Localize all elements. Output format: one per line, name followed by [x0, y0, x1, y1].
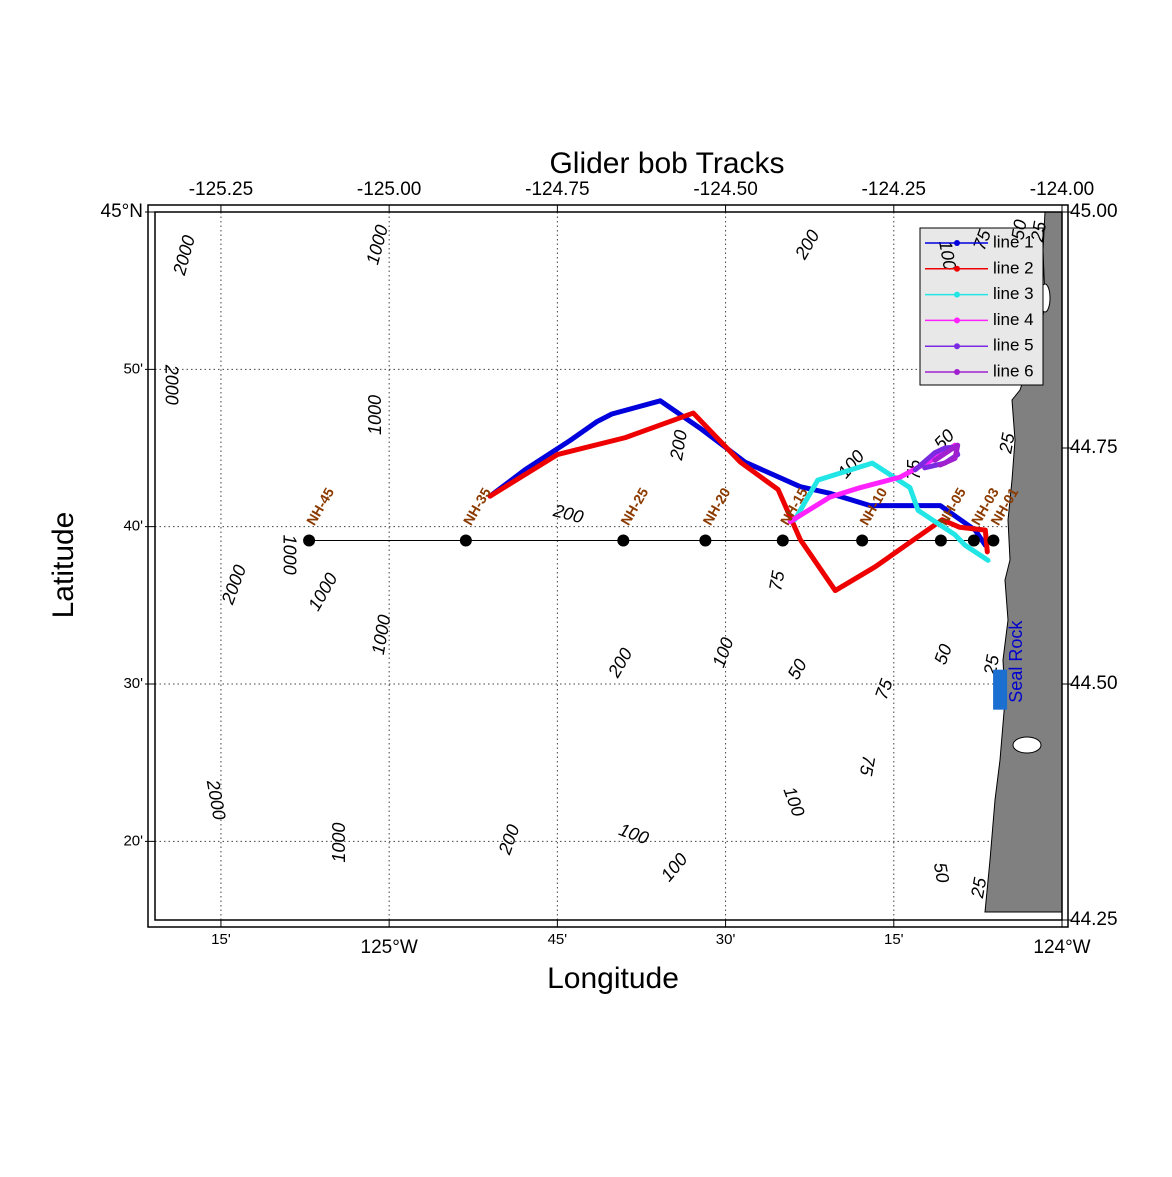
- legend-text: line 5: [993, 336, 1034, 355]
- legend-box: [919, 227, 1044, 386]
- landmark-marker: [993, 669, 1008, 710]
- x-tick-label-top: -124.25: [862, 179, 926, 200]
- frame-outer: [147, 204, 1069, 928]
- x-tick-label-bottom: 124°W: [1033, 937, 1090, 958]
- station-marker: [303, 534, 316, 547]
- x-tick-label-top: -124.50: [693, 179, 757, 200]
- x-tick-label-top: -124.75: [525, 179, 589, 200]
- contour-label: 75: [856, 754, 879, 778]
- legend-text: line 1: [993, 232, 1034, 251]
- contour-label: 2000: [162, 364, 182, 405]
- x-axis-label: Longitude: [547, 962, 679, 995]
- legend-text: line 3: [993, 284, 1034, 303]
- x-tick-label-bottom: 125°W: [361, 937, 418, 958]
- x-tick-label-top: -124.00: [1030, 179, 1094, 200]
- legend-text: line 4: [993, 310, 1034, 329]
- contour-label: 25: [1027, 219, 1051, 244]
- station-marker: [987, 534, 1000, 547]
- y-tick-label-right: 44.50: [1070, 673, 1118, 694]
- station-marker: [699, 534, 712, 547]
- glider-track: [932, 442, 961, 468]
- contour-label: 50: [930, 861, 953, 884]
- contour-label: 50: [1007, 218, 1030, 241]
- x-tick-label-bottom: 45': [548, 931, 568, 948]
- chart-title: Glider bob Tracks: [549, 147, 784, 180]
- glider-track: [487, 410, 990, 594]
- station-marker: [617, 534, 630, 547]
- y-tick-label-right: 44.25: [1070, 909, 1118, 930]
- y-tick-label-left: 45°N: [101, 201, 143, 222]
- station-marker: [967, 534, 980, 547]
- legend-dot: [954, 317, 960, 324]
- inlet: [1012, 736, 1042, 754]
- legend-dot: [954, 343, 960, 350]
- x-tick-label-top: -125.00: [357, 179, 421, 200]
- contour-label: 25: [967, 875, 991, 900]
- legend-dot: [954, 291, 960, 298]
- legend-dot: [954, 369, 960, 375]
- y-tick-label-right: 44.75: [1070, 437, 1118, 458]
- contour-label: 1000: [329, 823, 349, 863]
- station-marker: [856, 534, 869, 547]
- landmark-label: Seal Rock: [1006, 620, 1026, 703]
- x-tick-label-top: -125.25: [189, 179, 253, 200]
- legend-dot: [954, 240, 960, 246]
- y-axis-label: Latitude: [47, 512, 80, 619]
- station-marker: [776, 534, 789, 547]
- contour-label: 75: [765, 568, 788, 592]
- x-tick-label-bottom: 15': [211, 931, 231, 948]
- y-tick-label-right: 45.00: [1070, 201, 1118, 222]
- station-marker: [934, 534, 947, 547]
- station-marker: [459, 534, 472, 547]
- legend-dot: [954, 265, 960, 272]
- x-tick-label-bottom: 15': [884, 931, 904, 948]
- frame-inner: [154, 211, 1063, 921]
- glider-track: [792, 460, 991, 563]
- contour-label: 25: [995, 430, 1019, 455]
- contour-label: 1000: [365, 395, 385, 435]
- x-tick-label-bottom: 30': [716, 931, 736, 948]
- legend-text: line 6: [993, 361, 1034, 380]
- y-tick-label-left: 20': [123, 832, 143, 849]
- y-tick-label-left: 30': [123, 675, 143, 692]
- contour-label: 1000: [279, 535, 299, 575]
- y-tick-label-left: 50': [123, 360, 143, 377]
- legend-text: line 2: [993, 258, 1034, 277]
- y-tick-label-left: 40': [123, 518, 143, 535]
